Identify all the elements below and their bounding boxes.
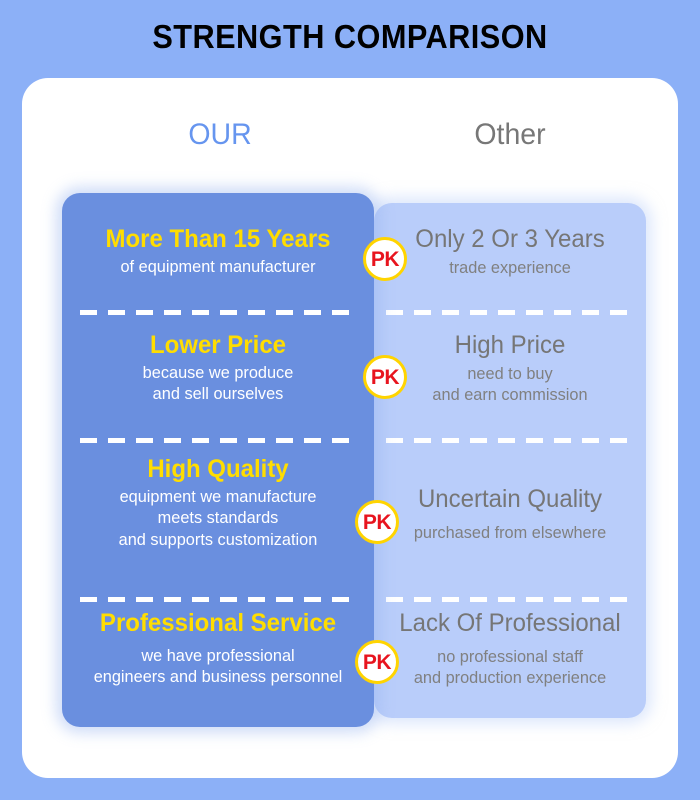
ours-row-4: Professional Service we have professiona… — [62, 609, 374, 688]
other-row-2-headline: High Price — [454, 331, 566, 359]
panel-ours: More Than 15 Years of equipment manufact… — [62, 193, 374, 727]
other-row-4-line-1: no professional staff — [437, 646, 583, 666]
pk-badge-row-1: PK — [363, 237, 407, 281]
ours-row-4-headline: Professional Service — [99, 609, 337, 637]
ours-row-3-headline: High Quality — [147, 455, 289, 483]
other-row-1-headline: Only 2 Or 3 Years — [415, 225, 605, 253]
other-row-3: Uncertain Quality purchased from elsewhe… — [374, 485, 646, 543]
other-row-2-line-2: and earn commission — [432, 385, 588, 404]
column-header-ours: OUR — [188, 118, 252, 151]
pk-badge-row-4: PK — [355, 640, 399, 684]
ours-row-1-headline: More Than 15 Years — [105, 225, 331, 253]
other-row-2: High Price need to buy and earn commissi… — [374, 331, 646, 405]
pk-badge-row-3: PK — [355, 500, 399, 544]
divider-other-1 — [386, 310, 636, 315]
page-title: STRENGTH COMPARISON — [152, 18, 548, 55]
other-row-1: Only 2 Or 3 Years trade experience — [374, 225, 646, 278]
ours-row-1: More Than 15 Years of equipment manufact… — [62, 225, 374, 277]
ours-row-3: High Quality equipment we manufacture me… — [62, 455, 374, 550]
other-row-3-line-1: purchased from elsewhere — [413, 522, 607, 542]
column-header-other: Other — [474, 118, 546, 151]
panel-other: Only 2 Or 3 Years trade experience High … — [374, 203, 646, 718]
ours-row-1-line-1: of equipment manufacturer — [120, 257, 316, 276]
ours-row-3-line-1: equipment we manufacture — [119, 487, 317, 506]
ours-row-3-line-2: meets standards — [157, 508, 279, 528]
other-row-4: Lack Of Professional no professional sta… — [374, 609, 646, 688]
other-row-2-line-1: need to buy — [467, 363, 553, 383]
ours-row-3-line-3: and supports customization — [118, 529, 318, 549]
ours-row-2-line-1: because we produce — [142, 363, 294, 382]
other-row-4-line-2: and production experience — [413, 668, 607, 687]
divider-ours-3 — [80, 597, 358, 602]
other-row-4-headline: Lack Of Professional — [399, 609, 621, 637]
divider-other-3 — [386, 597, 636, 602]
divider-ours-1 — [80, 310, 358, 315]
ours-row-4-line-1: we have professional — [141, 646, 295, 665]
pk-badge-row-2: PK — [363, 355, 407, 399]
ours-row-2: Lower Price because we produce and sell … — [62, 331, 374, 405]
divider-other-2 — [386, 438, 636, 443]
ours-row-4-line-2: engineers and business personnel — [93, 667, 343, 687]
other-row-1-line-1: trade experience — [449, 257, 571, 277]
divider-ours-2 — [80, 438, 358, 443]
ours-row-2-headline: Lower Price — [149, 331, 287, 359]
ours-row-2-line-2: and sell ourselves — [152, 384, 284, 404]
other-row-3-headline: Uncertain Quality — [417, 485, 603, 513]
